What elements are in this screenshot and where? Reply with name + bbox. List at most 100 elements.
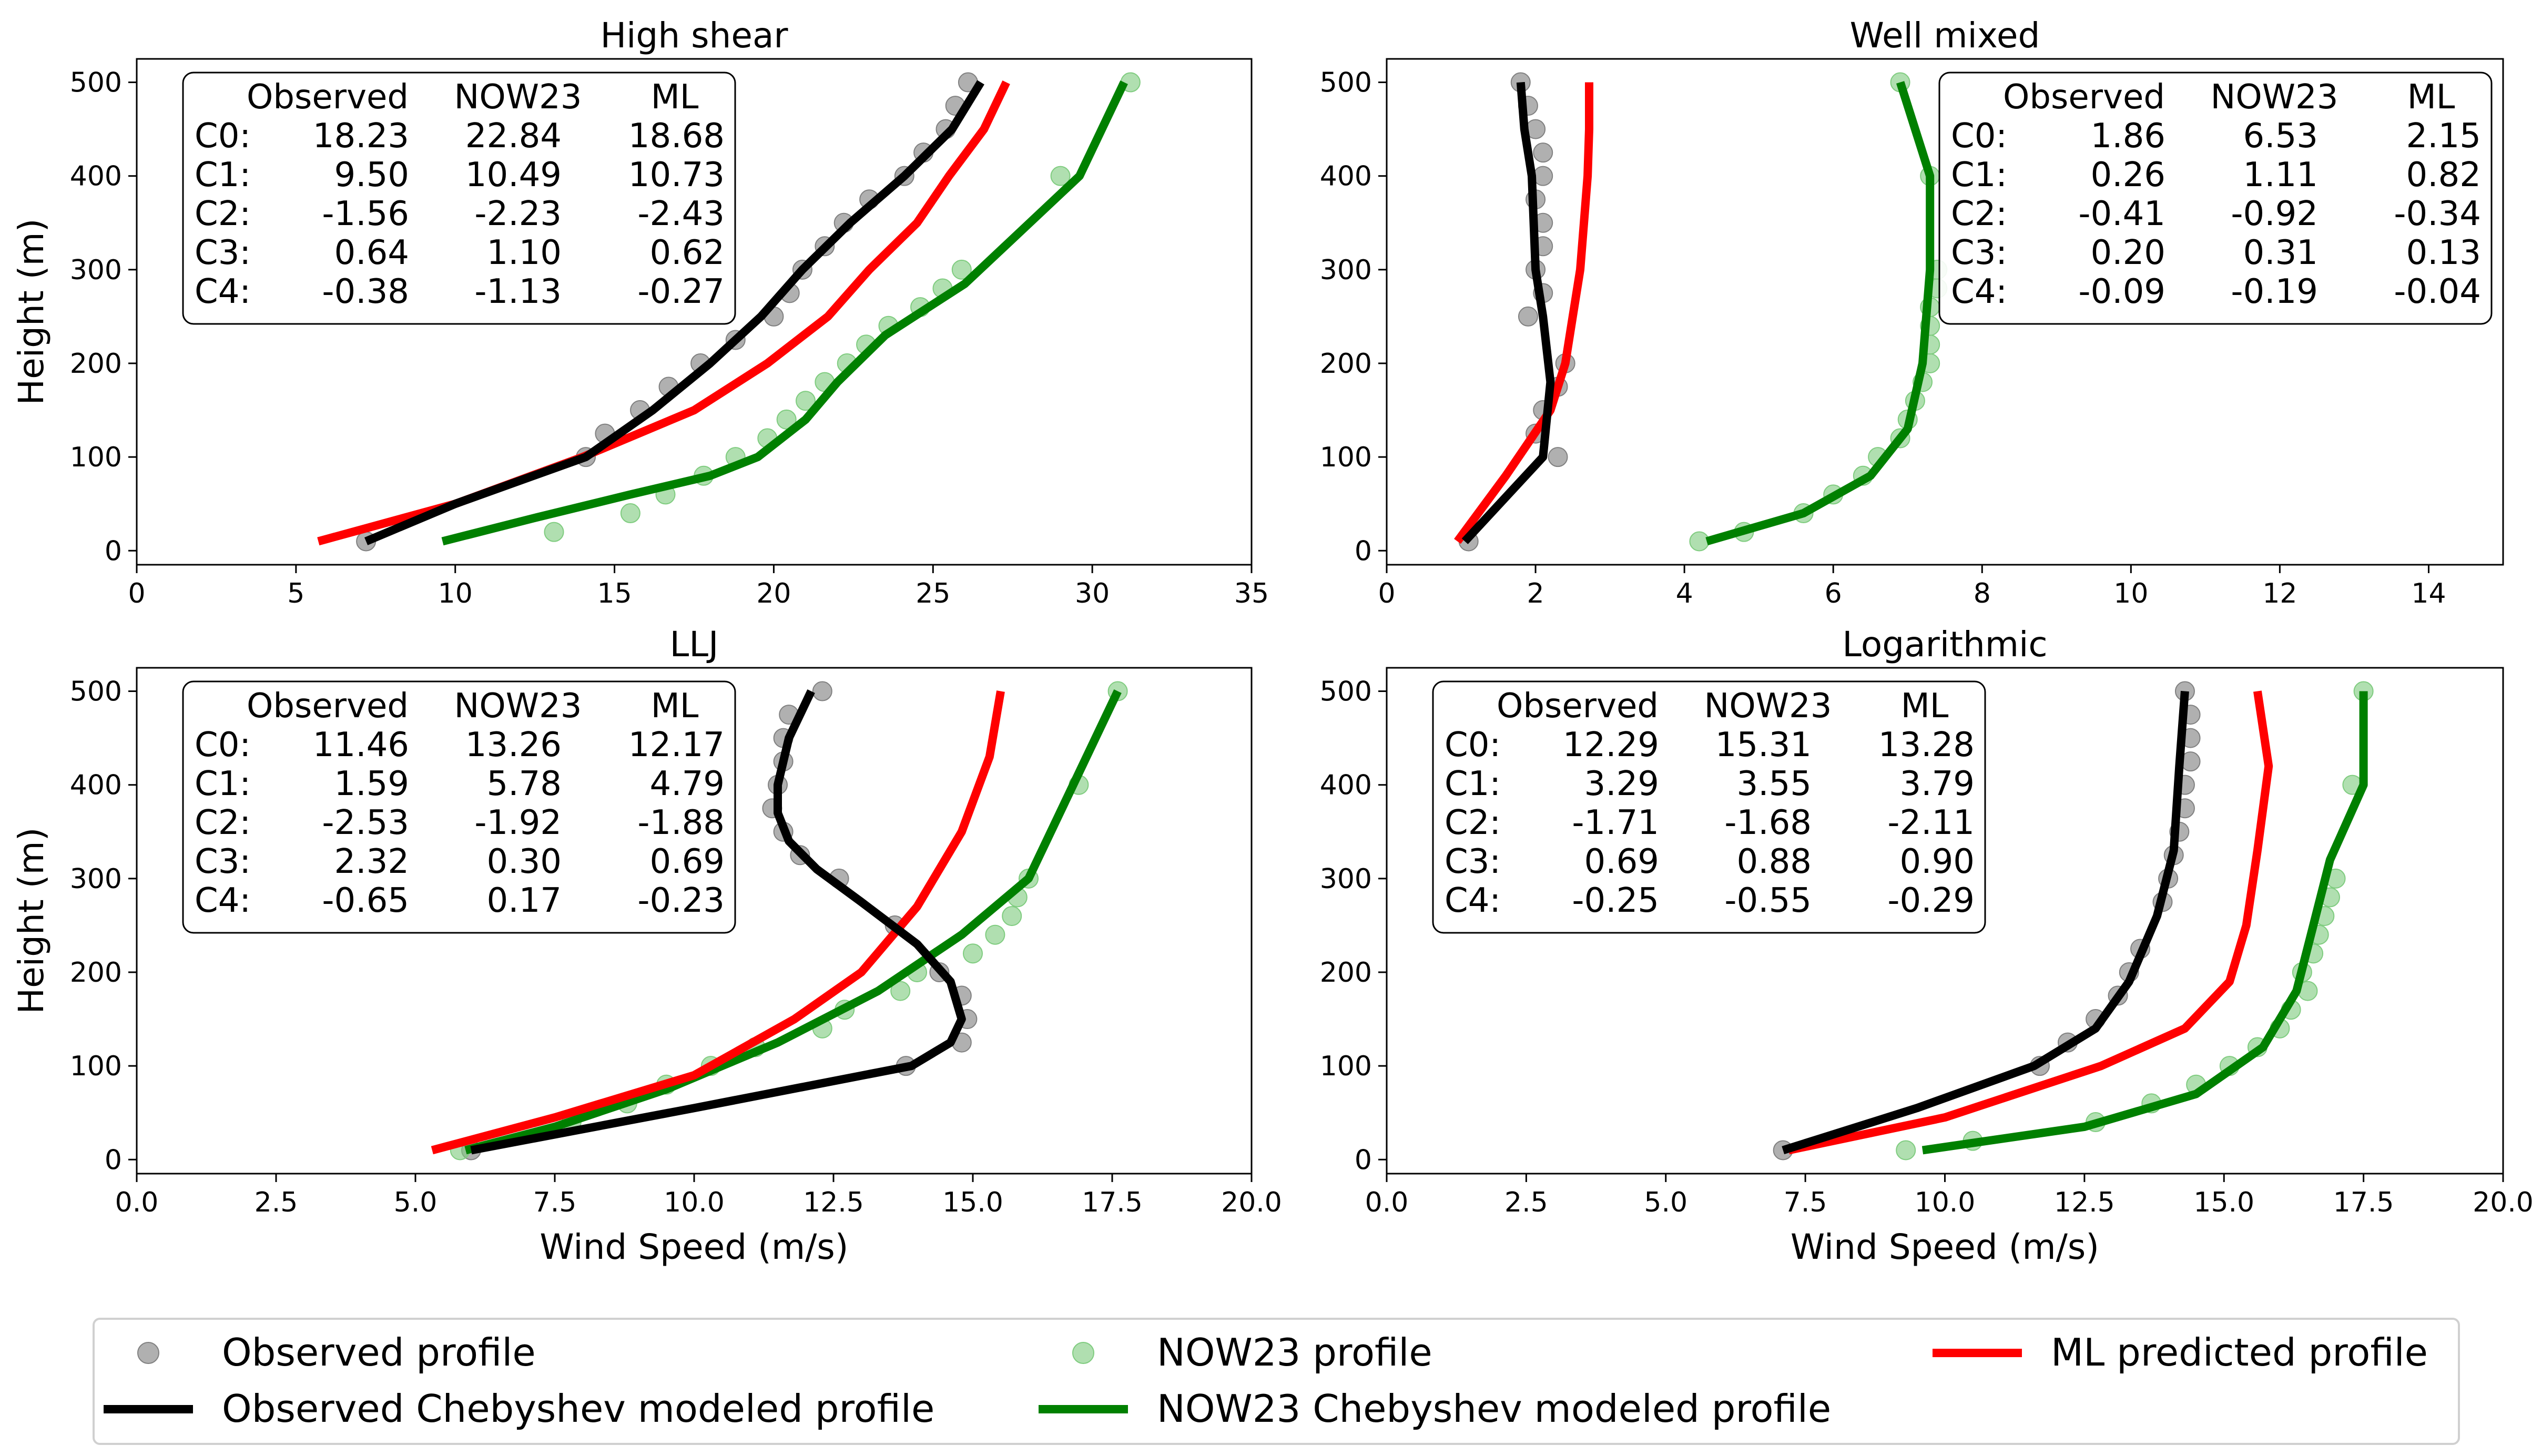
coefficient-label: C2: xyxy=(1445,803,1501,842)
legend-marker xyxy=(1072,1342,1094,1364)
now23-chebyshev-line xyxy=(441,80,1128,546)
x-tick-label: 10 xyxy=(2113,578,2148,609)
now23-chebyshev-line xyxy=(464,689,1122,1155)
x-tick-label: 14 xyxy=(2411,578,2446,609)
plot-area xyxy=(431,681,1128,1160)
coefficient-header: ML xyxy=(651,78,699,117)
coefficient-label: C2: xyxy=(1951,195,2007,233)
coefficient-label: C3: xyxy=(1951,233,2007,272)
coefficient-table-box xyxy=(182,680,736,934)
coefficient-table: Observed NOW23 ML C0: 1.86 6.53 2.15 C1: 0.26 1.1… xyxy=(1938,72,2493,325)
y-tick-label: 100 xyxy=(1320,442,1372,473)
coefficient-value: 6.53 xyxy=(2243,117,2319,156)
coefficient-header: ML xyxy=(1901,687,1949,726)
coefficient-label: C0: xyxy=(195,117,251,156)
x-tick-label: 17.5 xyxy=(2333,1187,2394,1218)
coefficient-table-box xyxy=(182,72,736,325)
coefficient-label: C3: xyxy=(1445,842,1501,881)
coefficient-value: 2.15 xyxy=(2406,117,2482,156)
x-tick-label: 20.0 xyxy=(2473,1187,2534,1218)
legend-label: NOW23 Chebyshev modeled profile xyxy=(1157,1387,1831,1431)
coefficient-table-box xyxy=(1432,680,1986,934)
coefficient-value: 13.28 xyxy=(1878,726,1975,765)
panel-3: LLJ 0.0 2.5 5.0 7.5 10.0 12.5 15.0 17.5 20.0 0 100 2… xyxy=(11,624,1282,1267)
observed-point xyxy=(1533,166,1553,186)
coefficient-value: -0.38 xyxy=(322,272,409,311)
y-tick-label: 100 xyxy=(70,442,122,473)
coefficient-value: -0.27 xyxy=(637,272,725,311)
y-tick-label: 200 xyxy=(70,957,122,989)
coefficient-header: NOW23 xyxy=(454,687,582,726)
coefficient-value: -0.25 xyxy=(1572,881,1659,920)
plot-area xyxy=(1773,681,2374,1160)
coefficient-header: NOW23 xyxy=(1704,687,1832,726)
coefficient-value: -0.19 xyxy=(2231,272,2318,311)
now23-point xyxy=(1896,1140,1916,1160)
coefficient-header: Observed xyxy=(1497,687,1659,726)
x-tick-label: 17.5 xyxy=(1082,1187,1143,1218)
coefficient-label: C1: xyxy=(195,156,251,195)
coefficient-value: -2.23 xyxy=(474,195,562,233)
coefficient-table: Observed NOW23 ML C0: 18.23 22.84 18.68 C1: 9.50… xyxy=(182,72,736,325)
coefficient-value: 0.17 xyxy=(487,881,562,920)
y-tick-label: 200 xyxy=(1320,348,1372,380)
panel-title: Logarithmic xyxy=(1842,624,2047,665)
legend-label: Observed Chebyshev modeled profile xyxy=(222,1387,934,1431)
y-axis-label: Height (m) xyxy=(11,219,52,405)
now23-point xyxy=(620,503,640,524)
legend-box xyxy=(93,1318,2460,1445)
x-tick-label: 0 xyxy=(1378,578,1395,609)
y-tick-label: 500 xyxy=(70,67,122,99)
x-axis-label: Wind Speed (m/s) xyxy=(540,1227,848,1267)
panel-4: Logarithmic 0.0 2.5 5.0 7.5 10.0 12.5 15.0 17.5 2… xyxy=(1320,624,2534,1267)
y-tick-label: 400 xyxy=(1320,161,1372,192)
coefficient-value: 1.86 xyxy=(2091,117,2166,156)
observed-point xyxy=(1518,306,1538,327)
now23-point xyxy=(1689,531,1710,552)
now23-point xyxy=(985,924,1005,945)
now23-point xyxy=(776,409,797,430)
coefficient-value: 4.79 xyxy=(650,765,725,803)
coefficient-value: -0.09 xyxy=(2078,272,2165,311)
legend-item: Observed profile xyxy=(137,1330,536,1374)
coefficient-value: 0.26 xyxy=(2091,156,2166,195)
legend-label: Observed profile xyxy=(222,1330,536,1374)
y-tick-label: 200 xyxy=(1320,957,1372,989)
coefficient-table: Observed NOW23 ML C0: 11.46 13.26 12.17 C1: 1.59… xyxy=(182,680,736,934)
legend-label: ML predicted profile xyxy=(2051,1330,2428,1374)
coefficient-table-box xyxy=(1938,72,2493,325)
observed-point xyxy=(1533,142,1553,163)
panel-title: Well mixed xyxy=(1850,15,2040,56)
coefficient-value: -1.68 xyxy=(1724,803,1812,842)
x-tick-label: 35 xyxy=(1234,578,1269,609)
x-tick-label: 12.5 xyxy=(2054,1187,2115,1218)
coefficient-header: Observed xyxy=(2003,78,2165,117)
coefficient-value: 1.59 xyxy=(334,765,410,803)
y-tick-label: 300 xyxy=(70,254,122,286)
coefficient-label: C1: xyxy=(195,765,251,803)
coefficient-label: C0: xyxy=(1445,726,1501,765)
x-tick-label: 6 xyxy=(1825,578,1842,609)
panel-2: Well mixed 0 2 4 6 8 10 12 14 0 100 200 300 400 500 Obs… xyxy=(1320,15,2504,609)
x-tick-label: 4 xyxy=(1676,578,1693,609)
coefficient-header: Observed xyxy=(247,78,409,117)
coefficient-value: -0.23 xyxy=(637,881,725,920)
coefficient-value: 12.29 xyxy=(1563,726,1659,765)
observed-chebyshev-line xyxy=(1782,690,2189,1155)
x-tick-label: 12.5 xyxy=(803,1187,864,1218)
coefficient-value: -1.13 xyxy=(474,272,562,311)
y-tick-label: 300 xyxy=(70,863,122,895)
coefficient-header: ML xyxy=(651,687,699,726)
x-tick-label: 15.0 xyxy=(942,1187,1003,1218)
observed-point xyxy=(1548,447,1568,467)
coefficient-value: 0.20 xyxy=(2091,233,2166,272)
coefficient-label: C1: xyxy=(1951,156,2007,195)
coefficient-value: 12.17 xyxy=(628,726,725,765)
y-tick-label: 500 xyxy=(1320,676,1372,708)
coefficient-label: C0: xyxy=(195,726,251,765)
y-tick-label: 0 xyxy=(1355,1144,1372,1176)
panel-title: LLJ xyxy=(669,624,718,665)
now23-point xyxy=(890,981,911,1001)
coefficient-value: 0.69 xyxy=(1584,842,1660,881)
coefficient-value: 0.88 xyxy=(1737,842,1812,881)
